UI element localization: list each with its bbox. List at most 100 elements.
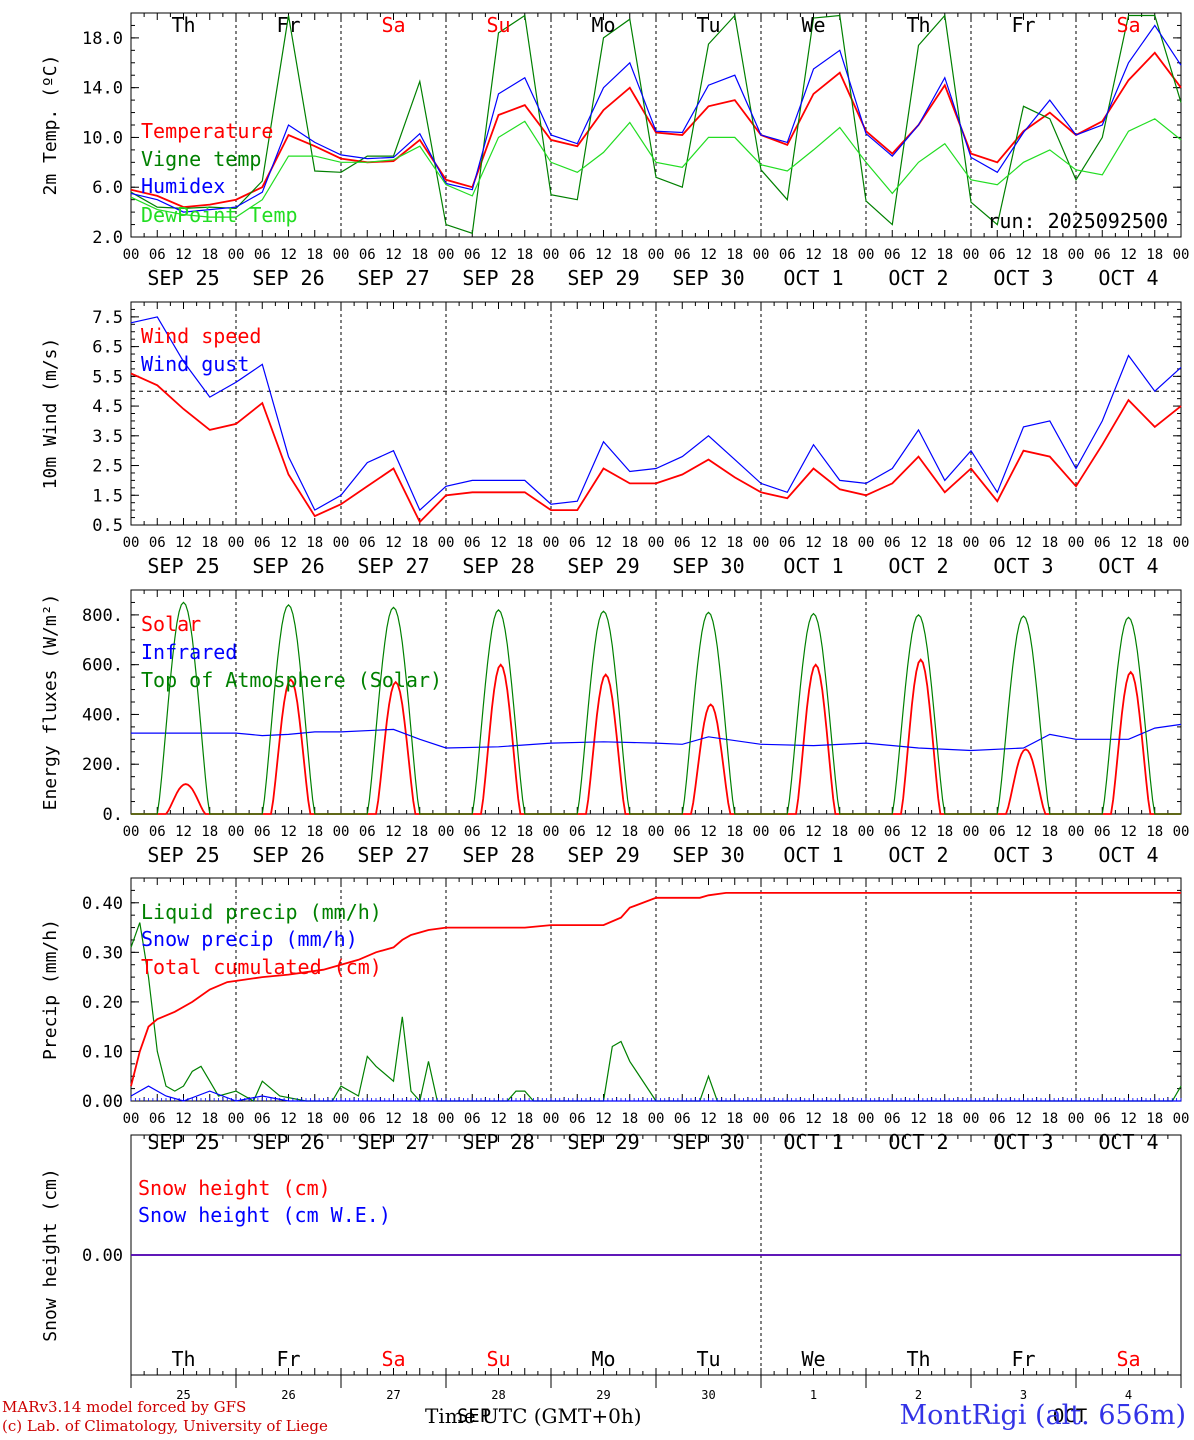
day-abbrev: Mo	[591, 13, 615, 37]
hour-label: 18	[411, 824, 428, 840]
hour-label: 06	[1094, 535, 1111, 551]
hour-label: 00	[1173, 824, 1190, 840]
hour-label: 00	[438, 247, 455, 263]
hour-label: 00	[543, 824, 560, 840]
y-tick-label: 4.5	[92, 397, 123, 417]
day-number: 25	[176, 1388, 190, 1402]
hour-label: 00	[438, 824, 455, 840]
hour-label: 00	[438, 535, 455, 551]
hour-label: 06	[779, 535, 796, 551]
hour-label: 12	[910, 824, 927, 840]
day-abbrev: Fr	[276, 13, 300, 37]
date-label: SEP 28	[462, 266, 534, 290]
day-abbrev: Sa	[381, 13, 405, 37]
day-number: 2	[915, 1388, 922, 1402]
hour-label: 06	[674, 535, 691, 551]
hour-label: 18	[1146, 824, 1163, 840]
legend-entry: DewPoint Temp	[141, 203, 298, 227]
hour-label: 12	[490, 535, 507, 551]
y-tick-label: 0.10	[82, 1042, 123, 1062]
series-line-1	[130, 51, 1182, 209]
hour-label: 12	[175, 824, 192, 840]
hour-label: 18	[936, 247, 953, 263]
y-tick-label: 600.	[82, 656, 123, 676]
x-axis-title: Time UTC (GMT+0h)	[425, 1404, 642, 1428]
credit-line-2: (c) Lab. of Climatology, University of L…	[2, 1417, 328, 1435]
hour-label: 18	[411, 247, 428, 263]
hour-label: 00	[333, 535, 350, 551]
hour-label: 06	[149, 824, 166, 840]
hour-label: 00	[333, 824, 350, 840]
hour-label: 00	[753, 535, 770, 551]
plot-frame	[130, 301, 1182, 526]
date-label: OCT 1	[783, 554, 843, 578]
hour-label: 18	[1041, 535, 1058, 551]
hour-label: 18	[1146, 535, 1163, 551]
hour-label: 06	[254, 535, 271, 551]
hour-label: 18	[306, 1111, 323, 1127]
legend-entry: Humidex	[141, 174, 225, 198]
y-tick-label: 200.	[82, 755, 123, 775]
hour-label: 06	[569, 535, 586, 551]
hour-label: 00	[228, 824, 245, 840]
hour-label: 12	[385, 824, 402, 840]
date-label: OCT 1	[783, 843, 843, 867]
legend-entry: Infrared	[141, 640, 237, 664]
y-axis-label: 10m Wind (m/s)	[40, 338, 61, 490]
date-label: OCT 3	[993, 843, 1053, 867]
hour-label: 00	[1173, 247, 1190, 263]
hour-label: 00	[963, 247, 980, 263]
day-number: 29	[596, 1388, 610, 1402]
hour-label: 18	[1041, 824, 1058, 840]
hour-label: 18	[201, 1111, 218, 1127]
date-label: SEP 28	[462, 843, 534, 867]
y-tick-label: 2.0	[92, 228, 123, 248]
hour-label: 06	[989, 535, 1006, 551]
y-tick-label: 6.0	[92, 178, 123, 198]
y-axis-label: Energy fluxes (W/m²)	[40, 594, 61, 811]
hour-label: 18	[411, 535, 428, 551]
y-tick-label: 0.00	[82, 1092, 123, 1112]
y-tick-label: 0.20	[82, 993, 123, 1013]
date-label: SEP 27	[357, 843, 429, 867]
y-tick-label: 0.40	[82, 894, 123, 914]
hour-label: 18	[726, 1111, 743, 1127]
hour-label: 06	[989, 247, 1006, 263]
hour-label: 00	[228, 247, 245, 263]
plot-frame	[130, 589, 1182, 815]
hour-label: 12	[1015, 1111, 1032, 1127]
panel-4	[130, 877, 1182, 1103]
hour-label: 18	[621, 1111, 638, 1127]
hour-label: 18	[516, 535, 533, 551]
y-tick-label: 7.5	[92, 308, 123, 328]
day-abbrev-bottom: Mo	[591, 1347, 615, 1371]
date-label: SEP 25	[147, 843, 219, 867]
hour-label: 06	[359, 535, 376, 551]
y-axis-label: 2m Temp. (ºC)	[40, 55, 61, 196]
date-label: OCT 4	[1098, 554, 1158, 578]
date-label: SEP 25	[147, 554, 219, 578]
hour-label: 00	[333, 247, 350, 263]
date-label: SEP 26	[252, 554, 324, 578]
hour-label: 06	[674, 1111, 691, 1127]
legend-entry: Wind gust	[141, 352, 249, 376]
y-axis-label: Precip (mm/h)	[40, 919, 61, 1060]
hour-label: 06	[254, 824, 271, 840]
date-label: SEP 29	[567, 554, 639, 578]
date-label: OCT 2	[888, 266, 948, 290]
legend-entry: Liquid precip (mm/h)	[141, 900, 382, 924]
y-tick-label: 0.30	[82, 943, 123, 963]
y-tick-label: 400.	[82, 705, 123, 725]
day-number: 26	[281, 1388, 295, 1402]
legend-entry: Wind speed	[141, 324, 261, 348]
hour-label: 12	[490, 1111, 507, 1127]
legend-entry: Snow precip (mm/h)	[141, 927, 358, 951]
date-label: SEP 30	[672, 554, 744, 578]
hour-label: 18	[516, 247, 533, 263]
hour-label: 12	[280, 824, 297, 840]
credit-line-1: MARv3.14 model forced by GFS	[2, 1398, 247, 1416]
panel-1	[130, 12, 1182, 238]
hour-label: 06	[149, 535, 166, 551]
date-label: OCT 3	[993, 554, 1053, 578]
hour-label: 00	[648, 535, 665, 551]
